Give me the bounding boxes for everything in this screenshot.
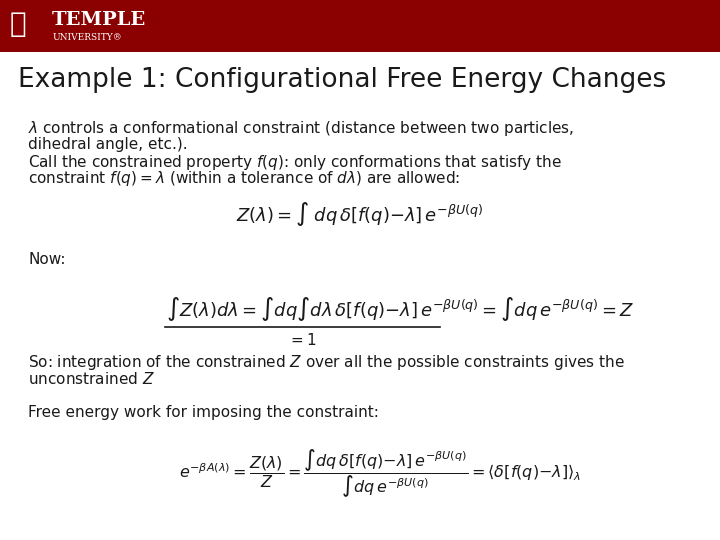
- Text: $=1$: $=1$: [288, 332, 317, 348]
- Text: Example 1: Configurational Free Energy Changes: Example 1: Configurational Free Energy C…: [18, 67, 666, 93]
- Text: TEMPLE: TEMPLE: [52, 11, 146, 29]
- Text: Ⓣ: Ⓣ: [9, 10, 27, 38]
- Text: $Z(\lambda)= \int \; dq\, \delta[f(q){-}\lambda]\, e^{-\beta U(q)}$: $Z(\lambda)= \int \; dq\, \delta[f(q){-}…: [236, 200, 484, 228]
- Text: $\lambda$ controls a conformational constraint (distance between two particles,: $\lambda$ controls a conformational cons…: [28, 118, 575, 138]
- Text: UNIVERSITY®: UNIVERSITY®: [53, 33, 122, 42]
- Text: Free energy work for imposing the constraint:: Free energy work for imposing the constr…: [28, 404, 379, 420]
- Text: $e^{-\beta A(\lambda)} = \dfrac{Z(\lambda)}{Z} = \dfrac{\int dq\, \delta[f(q){-}: $e^{-\beta A(\lambda)} = \dfrac{Z(\lambd…: [179, 448, 581, 501]
- Text: Call the constrained property $f(q)$: only conformations that satisfy the: Call the constrained property $f(q)$: on…: [28, 152, 562, 172]
- Text: unconstrained $Z$: unconstrained $Z$: [28, 371, 155, 387]
- Text: dihedral angle, etc.).: dihedral angle, etc.).: [28, 138, 188, 152]
- Text: $\int Z(\lambda)d\lambda = \int dq \int d\lambda\, \delta[f(q){-}\lambda]\, e^{-: $\int Z(\lambda)d\lambda = \int dq \int …: [166, 295, 634, 323]
- Text: constraint $f(q){=}\lambda$ (within a tolerance of $d\lambda$) are allowed:: constraint $f(q){=}\lambda$ (within a to…: [28, 170, 460, 188]
- Text: Now:: Now:: [28, 252, 66, 267]
- Bar: [0, 0, 720, 52]
- Text: So: integration of the constrained $Z$ over all the possible constraints gives t: So: integration of the constrained $Z$ o…: [28, 353, 625, 372]
